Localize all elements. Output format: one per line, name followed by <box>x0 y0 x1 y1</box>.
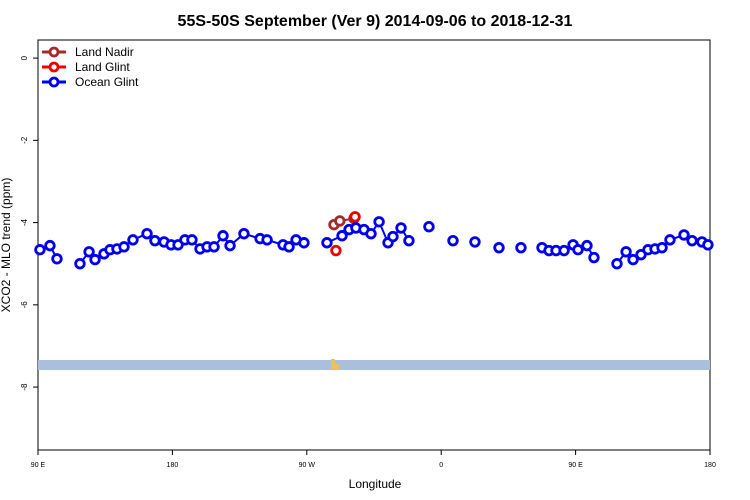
data-point <box>558 244 570 257</box>
y-tick-label: -8 <box>20 383 29 391</box>
data-point <box>686 234 698 247</box>
data-point <box>334 215 346 227</box>
map-strip <box>38 360 710 370</box>
legend-marker <box>48 76 60 88</box>
legend-label: Land Glint <box>75 60 130 74</box>
y-tick-label: 0 <box>20 55 29 60</box>
legend-marker <box>48 61 60 73</box>
data-point <box>515 241 527 254</box>
data-point <box>141 227 153 240</box>
map-land <box>335 364 339 370</box>
data-point <box>664 234 676 246</box>
data-point <box>34 244 46 256</box>
plot-frame <box>37 39 711 451</box>
chart-title: 55S-50S September (Ver 9) 2014-09-06 to … <box>178 13 573 30</box>
data-point <box>627 253 639 266</box>
data-point <box>238 227 250 240</box>
data-point <box>702 239 714 251</box>
data-point <box>581 239 593 252</box>
data-point <box>620 246 632 258</box>
map-land <box>331 359 335 369</box>
data-point <box>611 258 623 270</box>
data-point <box>127 234 139 246</box>
data-point <box>321 237 333 249</box>
x-tick-label: 90 E <box>31 462 46 469</box>
data-point <box>656 241 668 254</box>
data-point <box>678 229 690 241</box>
data-point <box>330 244 342 257</box>
data-point <box>395 222 407 234</box>
x-tick-label: 90 E <box>568 462 583 469</box>
data-point <box>403 234 415 247</box>
data-point <box>44 239 56 252</box>
data-point <box>51 253 63 265</box>
data-point <box>336 230 348 242</box>
data-point <box>387 230 399 243</box>
data-point <box>208 241 220 253</box>
data-point <box>373 216 385 228</box>
data-point <box>423 221 435 233</box>
data-point <box>298 237 310 249</box>
x-tick-label: 180 <box>167 462 179 469</box>
data-point <box>349 211 361 223</box>
data-point <box>493 241 505 254</box>
data-point <box>217 230 229 242</box>
legend-marker <box>48 46 60 58</box>
y-tick-label: -2 <box>20 136 29 144</box>
legend-label: Land Nadir <box>75 45 134 59</box>
data-point <box>283 241 295 253</box>
data-point <box>469 236 481 248</box>
data-point <box>83 246 95 258</box>
x-tick-label: 90 W <box>299 462 316 469</box>
data-point <box>572 244 584 256</box>
y-tick-label: -6 <box>20 301 29 309</box>
legend-label: Ocean Glint <box>75 75 139 89</box>
data-point <box>224 239 236 252</box>
x-axis-label: Longitude <box>349 477 402 491</box>
data-point <box>74 258 86 270</box>
data-point <box>365 227 377 240</box>
data-point <box>447 234 459 247</box>
y-axis-label: XCO2 - MLO trend (ppm) <box>0 178 13 313</box>
y-tick-label: -4 <box>20 218 29 226</box>
data-point <box>118 241 130 253</box>
x-tick-label: 0 <box>439 462 443 469</box>
data-point <box>186 234 198 246</box>
data-point <box>588 251 600 264</box>
data-point <box>261 234 273 246</box>
data-point <box>149 234 161 247</box>
data-point <box>89 253 101 266</box>
x-tick-label: 180 <box>704 462 716 469</box>
